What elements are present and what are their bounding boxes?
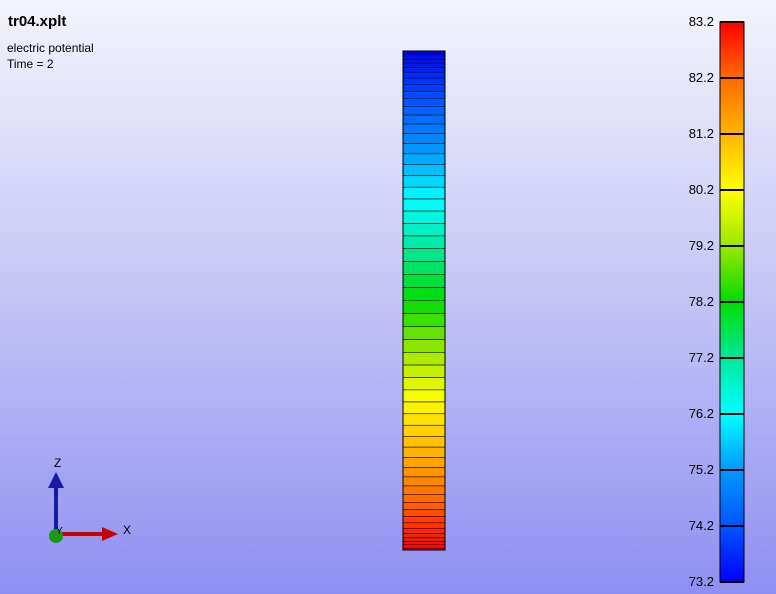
mesh-element[interactable] xyxy=(402,533,446,539)
legend-tick-label: 75.2 xyxy=(689,462,714,477)
mesh-element[interactable] xyxy=(402,59,446,64)
mesh-element[interactable] xyxy=(402,326,446,340)
mesh-element[interactable] xyxy=(402,541,446,545)
mesh-element[interactable] xyxy=(402,413,446,426)
mesh-element[interactable] xyxy=(402,424,446,437)
mesh-element[interactable] xyxy=(402,164,446,177)
y-axis-label: Y xyxy=(56,526,63,537)
mesh-element[interactable] xyxy=(402,123,446,134)
x-axis-label: X xyxy=(123,523,131,537)
mesh-element[interactable] xyxy=(402,485,446,495)
legend-tick-label: 80.2 xyxy=(689,182,714,197)
mesh-element[interactable] xyxy=(402,77,446,85)
legend-tick-label: 74.2 xyxy=(689,518,714,533)
mesh-element[interactable] xyxy=(402,389,446,403)
mesh-element[interactable] xyxy=(402,436,446,448)
time-label: Time = 2 xyxy=(7,57,54,71)
mesh-element[interactable] xyxy=(402,72,446,79)
mesh-element[interactable] xyxy=(402,186,446,200)
mesh-element[interactable] xyxy=(402,509,446,517)
mesh-element[interactable] xyxy=(402,352,446,366)
mesh-element[interactable] xyxy=(402,223,446,237)
mesh-element[interactable] xyxy=(402,457,446,468)
z-axis-label: Z xyxy=(54,456,61,470)
color-legend: 83.2 82.2 81.2 80.2 79.2 78.2 77.2 76.2 75.2 74.2… xyxy=(689,14,745,589)
y-axis-icon xyxy=(49,529,63,543)
mesh-element[interactable] xyxy=(402,287,446,301)
mesh-element[interactable] xyxy=(402,502,446,511)
legend-tick-label: 76.2 xyxy=(689,406,714,421)
mesh-element[interactable] xyxy=(402,90,446,99)
model-outline xyxy=(402,50,446,551)
mesh-element[interactable] xyxy=(402,494,446,503)
mesh-element[interactable] xyxy=(402,210,446,224)
mesh-element[interactable] xyxy=(402,544,446,549)
mesh-element[interactable] xyxy=(402,300,446,314)
mesh-element[interactable] xyxy=(402,516,446,524)
mesh-element[interactable] xyxy=(402,313,446,327)
variable-label: electric potential xyxy=(7,41,94,55)
mesh-element[interactable] xyxy=(402,84,446,92)
legend-tick-label: 83.2 xyxy=(689,14,714,29)
mesh-element[interactable] xyxy=(402,114,446,125)
mesh-element[interactable] xyxy=(402,401,446,415)
mesh-element[interactable] xyxy=(402,62,446,68)
legend-tick-label: 82.2 xyxy=(689,70,714,85)
legend-tick-label: 77.2 xyxy=(689,350,714,365)
mesh-element[interactable] xyxy=(402,106,446,116)
mesh-element[interactable] xyxy=(402,261,446,275)
window-title: tr04.xplt xyxy=(8,13,67,30)
mesh-element[interactable] xyxy=(402,133,446,144)
mesh-element[interactable] xyxy=(402,143,446,155)
mesh-element[interactable] xyxy=(402,364,446,378)
mesh-element[interactable] xyxy=(402,377,446,391)
mesh-element[interactable] xyxy=(402,198,446,212)
mesh-element[interactable] xyxy=(402,175,446,188)
mesh-element[interactable] xyxy=(402,528,446,534)
legend-tick-label: 73.2 xyxy=(689,574,714,589)
mesh-element[interactable] xyxy=(402,53,446,60)
mesh-element[interactable] xyxy=(402,248,446,262)
mesh-element[interactable] xyxy=(402,339,446,353)
axis-triad: Z X Y xyxy=(48,456,131,543)
mesh-element[interactable] xyxy=(402,476,446,487)
legend-tick-label: 78.2 xyxy=(689,294,714,309)
mesh-element[interactable] xyxy=(402,467,446,478)
mesh-element[interactable] xyxy=(402,98,446,107)
mesh-element[interactable] xyxy=(402,522,446,529)
model-mesh[interactable] xyxy=(402,50,446,551)
legend-tick-label: 81.2 xyxy=(689,126,714,141)
legend-tick-label: 79.2 xyxy=(689,238,714,253)
z-axis-arrow-icon xyxy=(48,472,64,488)
mesh-element[interactable] xyxy=(402,153,446,165)
mesh-element[interactable] xyxy=(402,274,446,288)
mesh-element[interactable] xyxy=(402,537,446,542)
mesh-element[interactable] xyxy=(402,235,446,249)
x-axis-arrow-icon xyxy=(102,527,118,541)
mesh-element[interactable] xyxy=(402,67,446,73)
mesh-element[interactable] xyxy=(402,446,446,458)
